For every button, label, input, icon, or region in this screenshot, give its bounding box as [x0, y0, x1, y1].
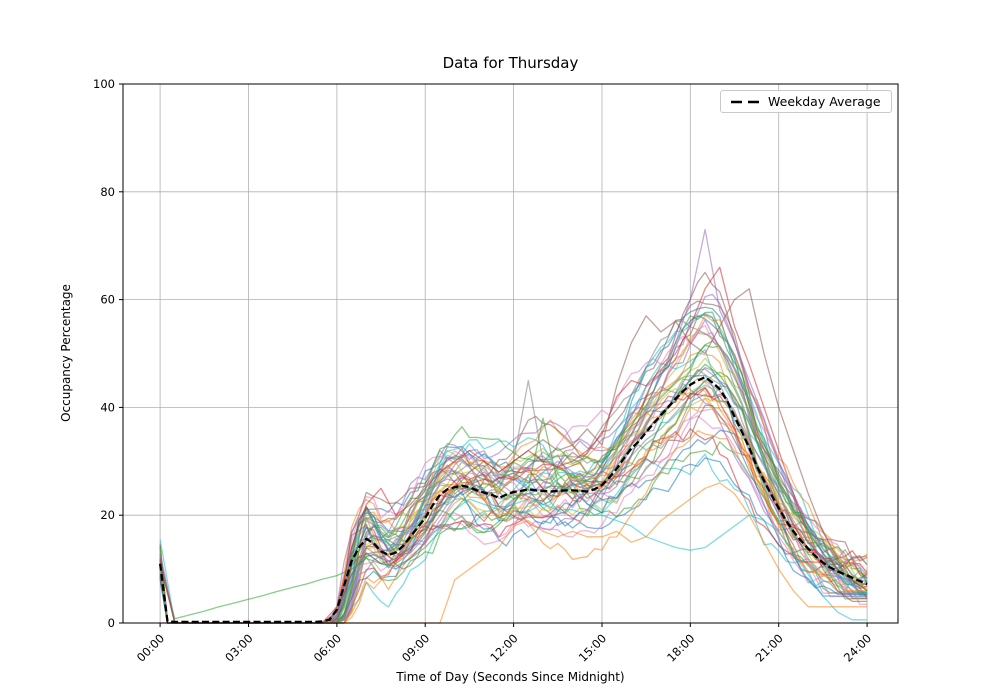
dashed-line-sample-icon	[731, 100, 759, 103]
x-tick-label: 24:00	[841, 631, 874, 664]
y-tick-label: 20	[100, 508, 115, 522]
x-tick-label: 09:00	[399, 631, 432, 664]
x-tick-labels: 00:00 03:00 06:00 09:00 12:00 15:00 18:00 21:00…	[134, 631, 874, 664]
x-tick-label: 18:00	[664, 631, 697, 664]
y-tick-label: 0	[108, 616, 115, 630]
x-tick-label: 06:00	[311, 631, 344, 664]
x-tick-label: 15:00	[576, 631, 609, 664]
x-axis-label: Time of Day (Seconds Since Midnight)	[396, 670, 625, 684]
x-tick-label: 21:00	[752, 631, 785, 664]
y-axis-label: Occupancy Percentage	[59, 284, 73, 422]
x-tick-label: 00:00	[134, 631, 167, 664]
legend: Weekday Average	[720, 90, 892, 113]
y-tick-label: 60	[100, 293, 115, 307]
axis-ticks	[119, 83, 868, 627]
grid-lines	[123, 83, 898, 624]
day-series-line-green-early-morning-ramp	[159, 363, 868, 620]
weekday-average-line	[158, 376, 868, 624]
legend-label: Weekday Average	[768, 94, 881, 109]
plot-border	[122, 83, 899, 624]
y-tick-label: 40	[100, 400, 115, 414]
chart-title: Data for Thursday	[442, 54, 579, 72]
y-tick-label: 100	[93, 77, 115, 91]
x-tick-label: 03:00	[222, 631, 255, 664]
y-tick-labels: 0 20 40 60 80 100	[93, 77, 115, 630]
x-tick-label: 12:00	[487, 631, 520, 664]
y-tick-label: 80	[100, 185, 115, 199]
